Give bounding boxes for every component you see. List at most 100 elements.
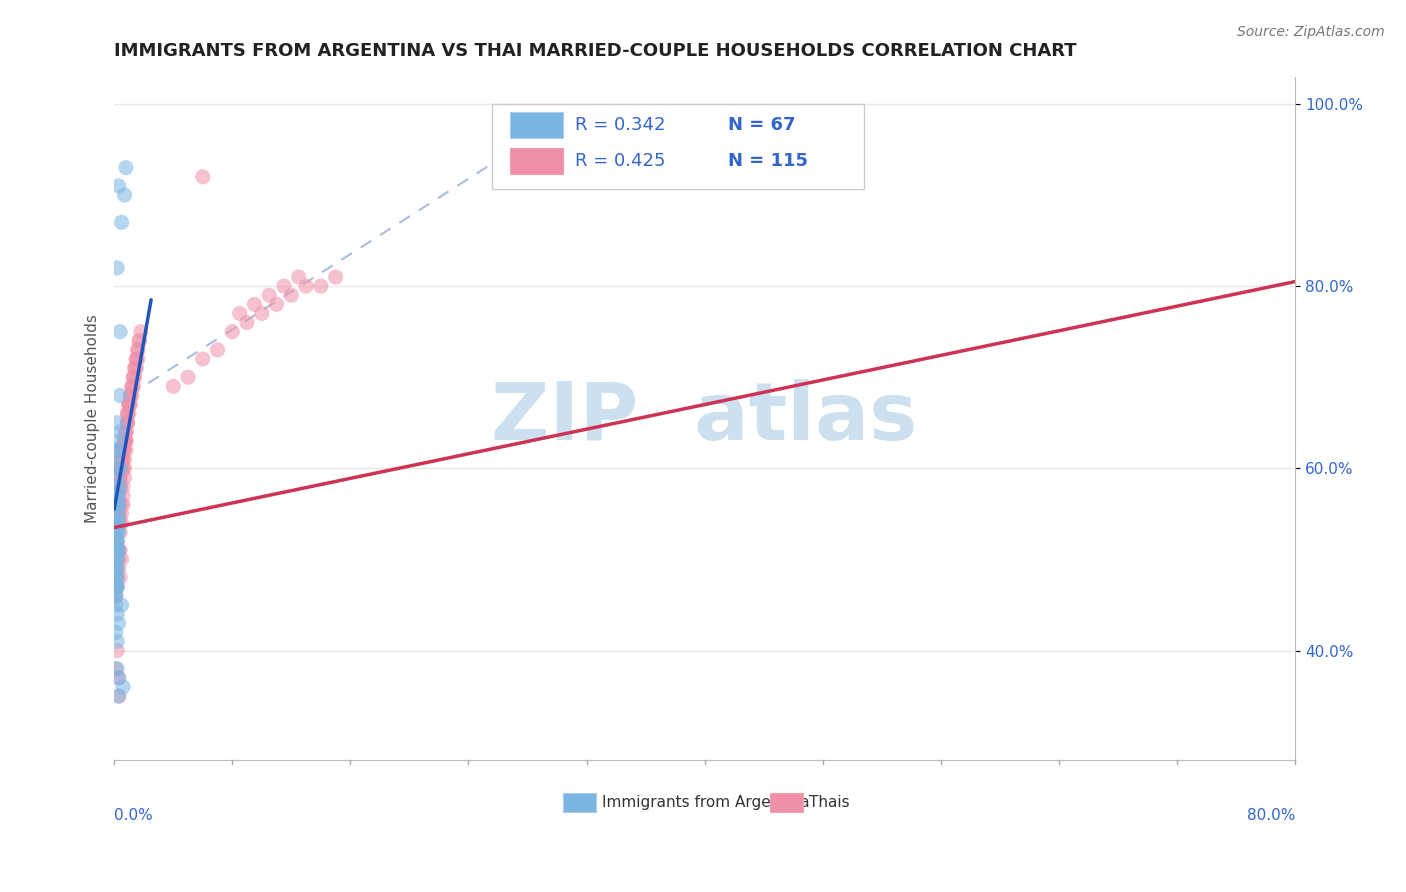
Point (104, 525, 127, 540)
Point (110, 452, 132, 467)
Point (105, 470, 128, 484)
Point (122, 370, 145, 384)
Point (110, 498, 132, 512)
Point (115, 434, 138, 448)
Point (105, 634, 128, 648)
Point (110, 452, 132, 467)
Point (191, 169, 214, 184)
Point (117, 416, 139, 430)
Point (125, 351, 148, 366)
Point (114, 443, 136, 458)
Point (112, 479, 135, 493)
Point (112, 443, 135, 458)
Point (124, 370, 146, 384)
Point (162, 379, 184, 393)
Point (105, 571, 128, 585)
Point (114, 452, 136, 467)
Point (104, 498, 127, 512)
Point (108, 388, 131, 402)
Point (121, 379, 143, 393)
Text: Source: ZipAtlas.com: Source: ZipAtlas.com (1237, 25, 1385, 39)
Point (105, 561, 128, 575)
Point (122, 379, 145, 393)
Point (104, 625, 127, 640)
Point (114, 434, 136, 448)
Point (107, 616, 129, 631)
Point (114, 434, 136, 448)
Point (104, 543, 127, 558)
Point (107, 543, 129, 558)
Point (114, 188, 136, 202)
Text: 80.0%: 80.0% (1247, 808, 1295, 823)
Point (108, 470, 131, 484)
Point (112, 443, 135, 458)
Point (250, 306, 273, 320)
Point (118, 398, 141, 412)
Point (108, 425, 131, 439)
Point (107, 498, 129, 512)
Point (115, 443, 138, 458)
Point (107, 507, 129, 521)
Point (105, 662, 128, 676)
Point (104, 571, 127, 585)
Point (104, 443, 127, 458)
Point (104, 589, 127, 603)
Text: Immigrants from Argentina: Immigrants from Argentina (602, 796, 810, 811)
Point (112, 452, 135, 467)
Text: ZIP  atlas: ZIP atlas (492, 379, 918, 458)
Point (236, 316, 259, 330)
Point (104, 534, 127, 549)
Point (128, 334, 150, 348)
Point (108, 325, 131, 339)
Point (112, 498, 135, 512)
Point (105, 543, 128, 558)
Point (105, 525, 128, 540)
Point (110, 516, 132, 530)
Point (112, 443, 135, 458)
Point (117, 416, 139, 430)
Point (118, 398, 141, 412)
Point (125, 351, 148, 366)
Point (104, 561, 127, 575)
Point (121, 388, 143, 402)
Text: N = 115: N = 115 (728, 153, 808, 170)
Point (120, 388, 142, 402)
FancyBboxPatch shape (562, 793, 596, 813)
Point (104, 525, 127, 540)
Point (110, 507, 132, 521)
Point (104, 516, 127, 530)
Point (118, 398, 141, 412)
Point (122, 370, 145, 384)
Point (107, 543, 129, 558)
Point (117, 407, 139, 421)
Point (107, 561, 129, 575)
Point (104, 498, 127, 512)
Point (105, 643, 128, 657)
Point (105, 498, 128, 512)
Point (105, 552, 128, 566)
Point (127, 351, 149, 366)
Point (115, 425, 138, 439)
Point (128, 334, 150, 348)
Point (295, 279, 318, 293)
Point (107, 470, 129, 484)
Point (104, 543, 127, 558)
Point (266, 297, 288, 311)
Point (108, 516, 131, 530)
Point (105, 489, 128, 503)
Point (114, 461, 136, 475)
Point (108, 452, 131, 467)
Point (112, 461, 135, 475)
Point (280, 288, 302, 302)
Point (108, 470, 131, 484)
Point (104, 507, 127, 521)
Point (114, 470, 136, 484)
Point (104, 571, 127, 585)
Point (107, 507, 129, 521)
Text: R = 0.425: R = 0.425 (575, 153, 665, 170)
FancyBboxPatch shape (510, 112, 562, 138)
Point (108, 571, 131, 585)
Point (107, 507, 129, 521)
Point (105, 479, 128, 493)
Point (105, 543, 128, 558)
